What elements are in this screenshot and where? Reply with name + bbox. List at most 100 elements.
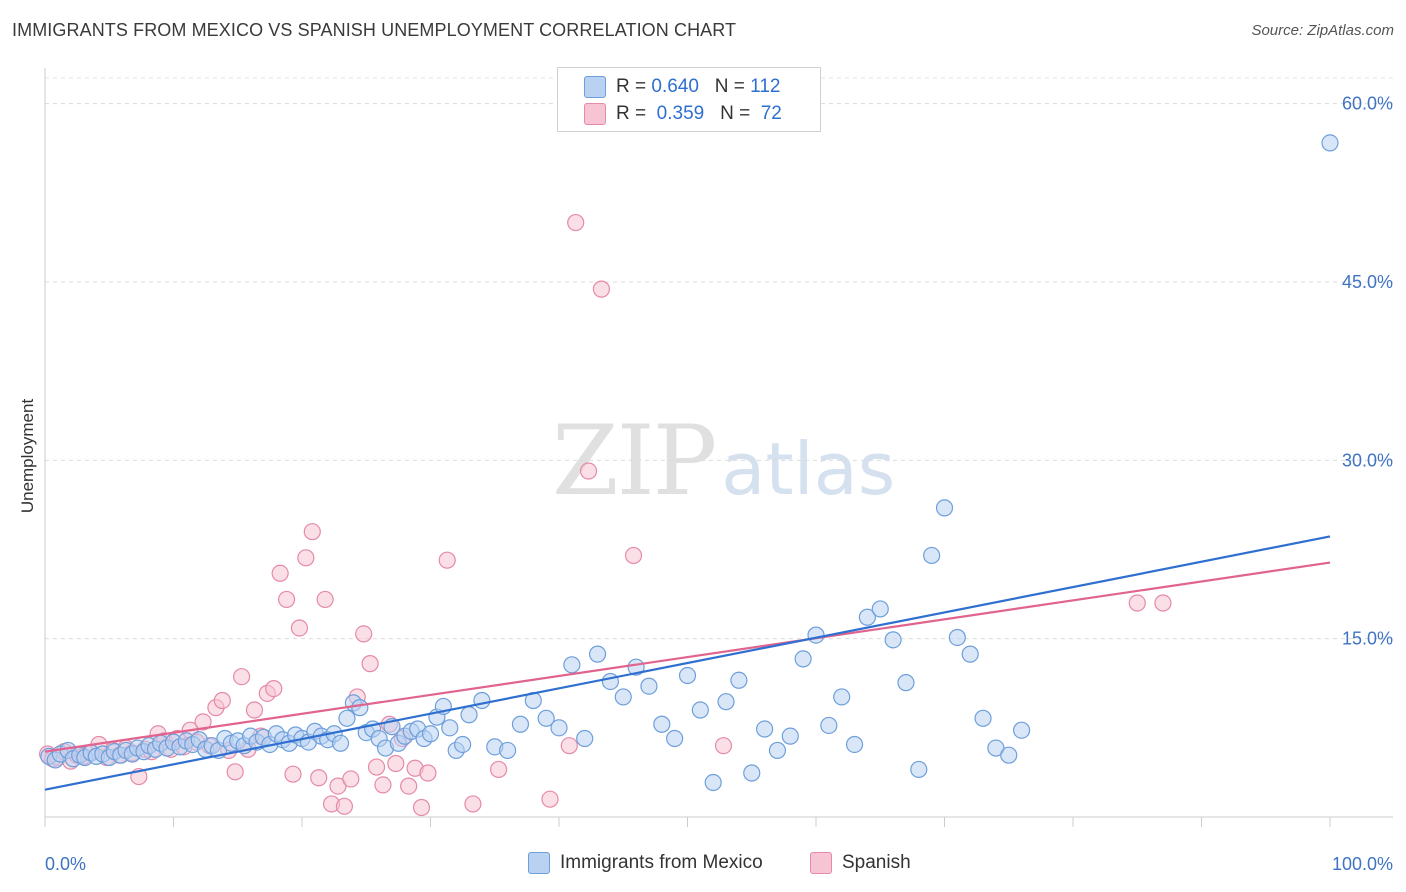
spanish-point	[277, 590, 296, 609]
legend-r-value: 0.359	[656, 103, 705, 124]
mexico-point	[473, 691, 491, 710]
legend-row-mexico: R = 0.640 N = 112	[584, 74, 780, 100]
bottom-legend-swatch-spanish	[810, 852, 832, 874]
legend-swatch-mexico	[584, 76, 606, 98]
mexico-point	[897, 674, 915, 692]
mexico-point	[441, 719, 459, 737]
mexico-point	[351, 699, 369, 717]
mexico-point	[820, 716, 838, 735]
spanish-point	[400, 777, 418, 795]
spanish-point	[194, 713, 212, 731]
mexico-point	[768, 741, 787, 760]
mexico-point	[704, 773, 722, 792]
mexico-point	[338, 709, 356, 727]
mexico-point	[755, 720, 774, 738]
spanish-points	[38, 213, 1172, 817]
mexico-point	[730, 671, 748, 689]
legend-r-label: R =	[616, 76, 647, 97]
legend-n-value: 72	[760, 103, 782, 124]
watermark-atlas: atlas	[721, 427, 896, 511]
spanish-point	[592, 280, 611, 298]
mexico-point	[537, 709, 555, 727]
x-tick-label-max: 100.0%	[1332, 854, 1393, 874]
mexico-point	[884, 631, 902, 649]
mexico-point	[640, 677, 658, 695]
mexico-point	[1000, 746, 1018, 764]
source-label: Source: ZipAtlas.com	[1251, 22, 1394, 39]
y-tick-label: 45.0%	[1342, 272, 1393, 292]
mexico-point	[576, 729, 594, 748]
y-tick-label: 15.0%	[1342, 629, 1393, 649]
watermark-zip: ZIP	[552, 405, 717, 517]
mexico-point	[833, 688, 851, 706]
spanish-point	[464, 795, 482, 813]
mexico-points	[40, 134, 1339, 792]
mexico-point	[460, 706, 478, 724]
spanish-point	[355, 625, 373, 643]
spanish-point	[714, 737, 733, 755]
spanish-point	[387, 754, 405, 773]
spanish-point	[624, 546, 643, 565]
legend-r-value: 0.640	[651, 76, 699, 97]
mexico-point	[653, 715, 671, 733]
mexico-point	[666, 729, 684, 748]
spanish-point	[541, 790, 559, 808]
y-tick-label: 30.0%	[1342, 450, 1393, 470]
mexico-point	[858, 608, 877, 626]
mexico-point	[511, 715, 530, 733]
spanish-point	[233, 668, 251, 686]
gridlines	[45, 77, 1393, 640]
spanish-point	[335, 797, 354, 815]
x-tick-label-min: 0.0%	[45, 854, 86, 874]
legend-n-value: 112	[750, 76, 781, 97]
spanish-point	[419, 764, 437, 782]
bottom-legend-mexico[interactable]: Immigrants from Mexico	[528, 852, 763, 874]
mexico-point	[794, 650, 812, 668]
axes	[44, 68, 1393, 827]
mexico-point	[454, 735, 472, 754]
spanish-point	[329, 777, 347, 795]
spanish-point	[342, 770, 360, 788]
legend-n-label: N =	[720, 103, 751, 124]
spanish-point	[1128, 594, 1146, 612]
mexico-point	[974, 709, 992, 727]
spanish-point	[367, 758, 386, 776]
trend-lines	[44, 535, 1331, 791]
spanish-point	[374, 776, 392, 794]
legend-row-spanish: R = 0.359 N = 72	[584, 101, 782, 127]
spanish-point	[490, 760, 508, 779]
mexico-point	[563, 656, 581, 674]
legend-swatch-spanish	[584, 103, 606, 125]
bottom-legend-label-spanish: Spanish	[842, 852, 911, 873]
spanish-trend-line	[44, 561, 1331, 753]
mexico-point	[550, 719, 568, 737]
spanish-point	[579, 462, 598, 480]
legend-n-label: N =	[714, 76, 745, 97]
mexico-point	[781, 727, 799, 745]
mexico-point	[499, 741, 517, 760]
spanish-point	[438, 551, 456, 569]
mexico-point	[691, 701, 709, 719]
bottom-legend-spanish[interactable]: Spanish	[810, 852, 911, 874]
spanish-point	[265, 679, 283, 698]
chart-title: IMMIGRANTS FROM MEXICO VS SPANISH UNEMPL…	[12, 20, 737, 40]
mexico-point	[1321, 134, 1339, 152]
mexico-point	[717, 693, 735, 711]
mexico-point	[588, 645, 607, 663]
mexico-point	[923, 546, 941, 565]
spanish-point	[303, 523, 321, 541]
mexico-point	[910, 760, 928, 779]
bottom-legend-label-mexico: Immigrants from Mexico	[560, 852, 763, 873]
tick-labels: 15.0% 30.0% 45.0% 60.0% 0.0% 100.0%	[45, 94, 1393, 874]
mexico-point	[987, 739, 1005, 757]
spanish-point	[271, 564, 289, 582]
spanish-point	[560, 737, 578, 755]
spanish-point	[226, 763, 244, 781]
y-tick-label: 60.0%	[1342, 94, 1393, 114]
spanish-point	[412, 798, 431, 817]
spanish-point	[361, 655, 379, 673]
spanish-point	[245, 701, 264, 719]
spanish-point	[1154, 594, 1172, 612]
watermark: ZIPatlas	[552, 405, 895, 517]
